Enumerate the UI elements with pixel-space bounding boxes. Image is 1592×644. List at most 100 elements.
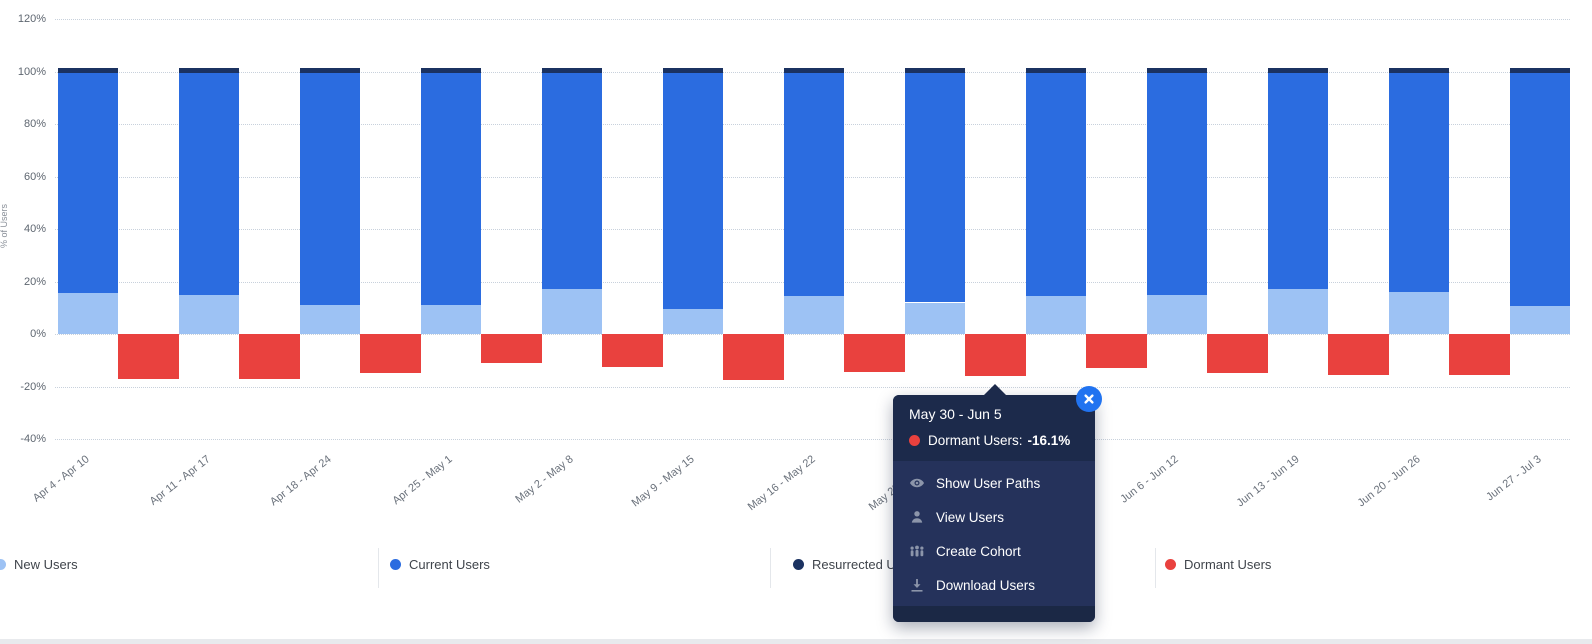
bar-resurrected-users[interactable] [179,67,239,73]
new-users-legend-dot [0,559,6,570]
y-tick-label-100-: 100% [17,65,46,78]
bar-dormant-users[interactable] [239,334,300,379]
bar-dormant-users[interactable] [360,334,421,374]
x-axis-label-apr-18-apr-24: Apr 18 - Apr 24 [267,453,334,509]
bar-resurrected-users[interactable] [905,67,965,73]
bar-current-users[interactable] [784,72,844,296]
x-axis-label-jun-27-jul-3: Jun 27 - Jul 3 [1484,453,1544,504]
eye-icon [909,475,925,491]
menu-item-label: Create Cohort [936,543,1021,559]
legend-label: New Users [14,557,78,572]
bar-new-users[interactable] [784,295,844,334]
tooltip-action-menu: Show User Paths View Users Create Cohort Do… [893,461,1095,606]
legend-item-new-users[interactable]: New Users [0,557,78,572]
bar-resurrected-users[interactable] [421,67,481,73]
bar-new-users[interactable] [421,305,481,334]
chart-tooltip: May 30 - Jun 5 Dormant Users: -16.1% Sho… [893,384,1102,622]
legend-label: Dormant Users [1184,557,1272,572]
bar-new-users[interactable] [663,309,723,334]
bar-resurrected-users[interactable] [542,67,602,73]
bar-dormant-users[interactable] [1086,334,1147,369]
bar-current-users[interactable] [300,72,360,306]
resurrected-users-legend-dot [793,559,804,570]
bar-resurrected-users[interactable] [1268,67,1328,73]
bar-current-users[interactable] [905,72,965,303]
bar-new-users[interactable] [1147,294,1207,334]
bar-new-users[interactable] [542,289,602,334]
y-tick-label--20-: -20% [20,380,46,393]
bar-resurrected-users[interactable] [1026,67,1086,73]
bar-current-users[interactable] [1026,72,1086,296]
bar-current-users[interactable] [1147,72,1207,295]
bar-new-users[interactable] [179,294,239,334]
bar-resurrected-users[interactable] [663,67,723,73]
bar-resurrected-users[interactable] [1510,67,1570,73]
tooltip-close-button[interactable] [1076,386,1102,412]
bar-new-users[interactable] [58,293,118,334]
bar-new-users[interactable] [1389,292,1449,334]
legend-divider [378,548,379,588]
bar-current-users[interactable] [1268,72,1328,290]
menu-item-show-user-paths[interactable]: Show User Paths [893,466,1095,500]
bar-current-users[interactable] [1389,72,1449,292]
bar-dormant-users[interactable] [844,334,905,373]
x-axis-label-apr-11-apr-17: Apr 11 - Apr 17 [147,453,213,508]
tooltip-header: May 30 - Jun 5 Dormant Users: -16.1% [893,395,1095,461]
dormant-users-legend-dot [1165,559,1176,570]
menu-item-label: Download Users [936,577,1036,593]
menu-item-download-users[interactable]: Download Users [893,568,1095,602]
bar-resurrected-users[interactable] [1147,67,1207,73]
bar-resurrected-users[interactable] [300,67,360,73]
bar-dormant-users[interactable] [965,334,1026,377]
bar-resurrected-users[interactable] [784,67,844,73]
y-tick-label-80-: 80% [23,118,46,130]
x-axis-label-apr-25-may-1: Apr 25 - May 1 [390,453,455,508]
bar-dormant-users[interactable] [723,334,784,380]
download-icon [909,577,925,593]
bar-current-users[interactable] [542,72,602,290]
gridline--40- [55,439,1570,440]
menu-item-label: Show User Paths [936,475,1041,491]
bar-resurrected-users[interactable] [58,67,118,73]
bar-new-users[interactable] [1026,295,1086,334]
bar-current-users[interactable] [58,72,118,294]
x-axis-label-may-9-may-15: May 9 - May 15 [629,453,697,510]
bar-new-users[interactable] [905,302,965,334]
bar-current-users[interactable] [1510,72,1570,307]
close-icon [1083,393,1095,405]
x-axis-label-may-16-may-22: May 16 - May 22 [745,453,818,514]
bottom-divider [0,639,1592,644]
bar-dormant-users[interactable] [602,334,663,367]
x-axis-label-jun-20-jun-26: Jun 20 - Jun 26 [1355,453,1423,510]
legend-item-dormant-users[interactable]: Dormant Users [1165,557,1271,572]
tooltip-value: -16.1% [1027,433,1071,448]
menu-item-view-users[interactable]: View Users [893,500,1095,534]
bar-resurrected-users[interactable] [1389,67,1449,73]
tooltip-caret [983,384,1007,396]
tooltip-date-range: May 30 - Jun 5 [909,406,1002,422]
y-tick-label-60-: 60% [23,170,46,183]
bar-dormant-users[interactable] [481,334,542,363]
bar-new-users[interactable] [300,305,360,334]
tooltip-series-value-row: Dormant Users: -16.1% [909,433,1079,448]
y-tick-label-40-: 40% [23,223,46,235]
menu-item-label: View Users [936,509,1005,525]
gridline--20- [55,386,1570,388]
bar-current-users[interactable] [663,72,723,310]
bar-dormant-users[interactable] [1328,334,1389,375]
legend-divider [1155,548,1156,588]
y-tick-label--40-: -40% [20,433,46,445]
dormant-users-dot [909,435,920,446]
y-tick-label-120-: 120% [17,13,46,25]
bar-new-users[interactable] [1268,289,1328,334]
bar-new-users[interactable] [1510,306,1570,334]
legend-item-current-users[interactable]: Current Users [390,557,490,572]
bar-current-users[interactable] [421,72,481,306]
x-axis-label-may-2-may-8: May 2 - May 8 [513,453,576,506]
bar-dormant-users[interactable] [1449,334,1510,375]
menu-item-create-cohort[interactable]: Create Cohort [893,534,1095,568]
bar-dormant-users[interactable] [1207,334,1268,374]
bar-current-users[interactable] [179,72,239,295]
bar-dormant-users[interactable] [118,334,179,379]
